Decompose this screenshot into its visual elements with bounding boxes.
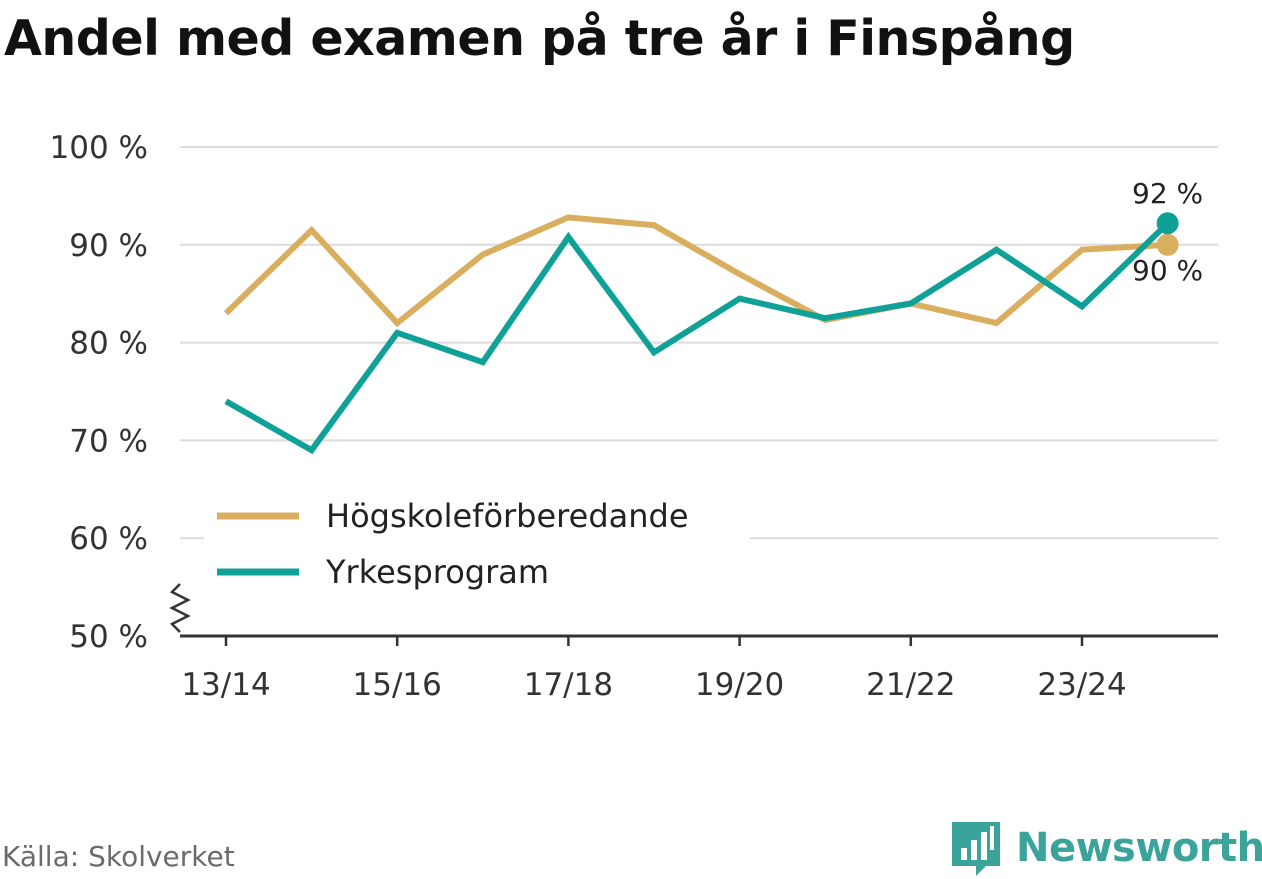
axis-break-mark [169,583,191,633]
series-line-yrkesprogram [224,221,1170,455]
y-tick-label: 50 % [69,619,148,655]
y-tick-label: 80 % [69,326,148,362]
x-tick-label: 15/16 [353,667,442,703]
y-axis-labels: 50 % 60 % 70 % 80 % 90 % 100 % [50,130,148,655]
brand-logo: Newsworthy [952,818,1262,878]
series-end-point [1156,212,1179,235]
x-tick-label: 17/18 [524,667,613,703]
end-labels: 92 % 90 % [1132,177,1203,287]
legend-label: Högskoleförberedande [326,497,689,535]
y-tick-label: 60 % [69,521,148,557]
series-end-point [1156,233,1179,256]
series-lines [223,212,1179,455]
x-tick-label: 21/22 [866,667,955,703]
series-line-hogskoleforberedande [223,214,1168,328]
gridlines [180,146,1218,540]
legend: Högskoleförberedande Yrkesprogram [204,488,750,591]
x-axis-labels: 13/14 15/16 17/18 19/20 21/22 23/24 [181,636,1127,703]
x-tick-label: 19/20 [695,667,784,703]
x-tick-label: 23/24 [1037,667,1126,703]
end-label-hogskoleforberedande: 90 % [1132,254,1203,287]
end-label-yrkesprogram: 92 % [1132,177,1203,210]
chart-title: Andel med examen på tre år i Finspång [4,10,1075,67]
newsworthy-logo-icon [952,822,1000,876]
y-tick-label: 70 % [69,423,148,459]
source-note: Källa: Skolverket [2,840,235,873]
brand-name: Newsworthy [1016,825,1262,871]
y-tick-label: 100 % [50,130,148,166]
x-axis [169,583,1218,638]
legend-label: Yrkesprogram [325,553,549,591]
x-tick-label: 13/14 [181,667,270,703]
y-tick-label: 90 % [69,228,148,264]
